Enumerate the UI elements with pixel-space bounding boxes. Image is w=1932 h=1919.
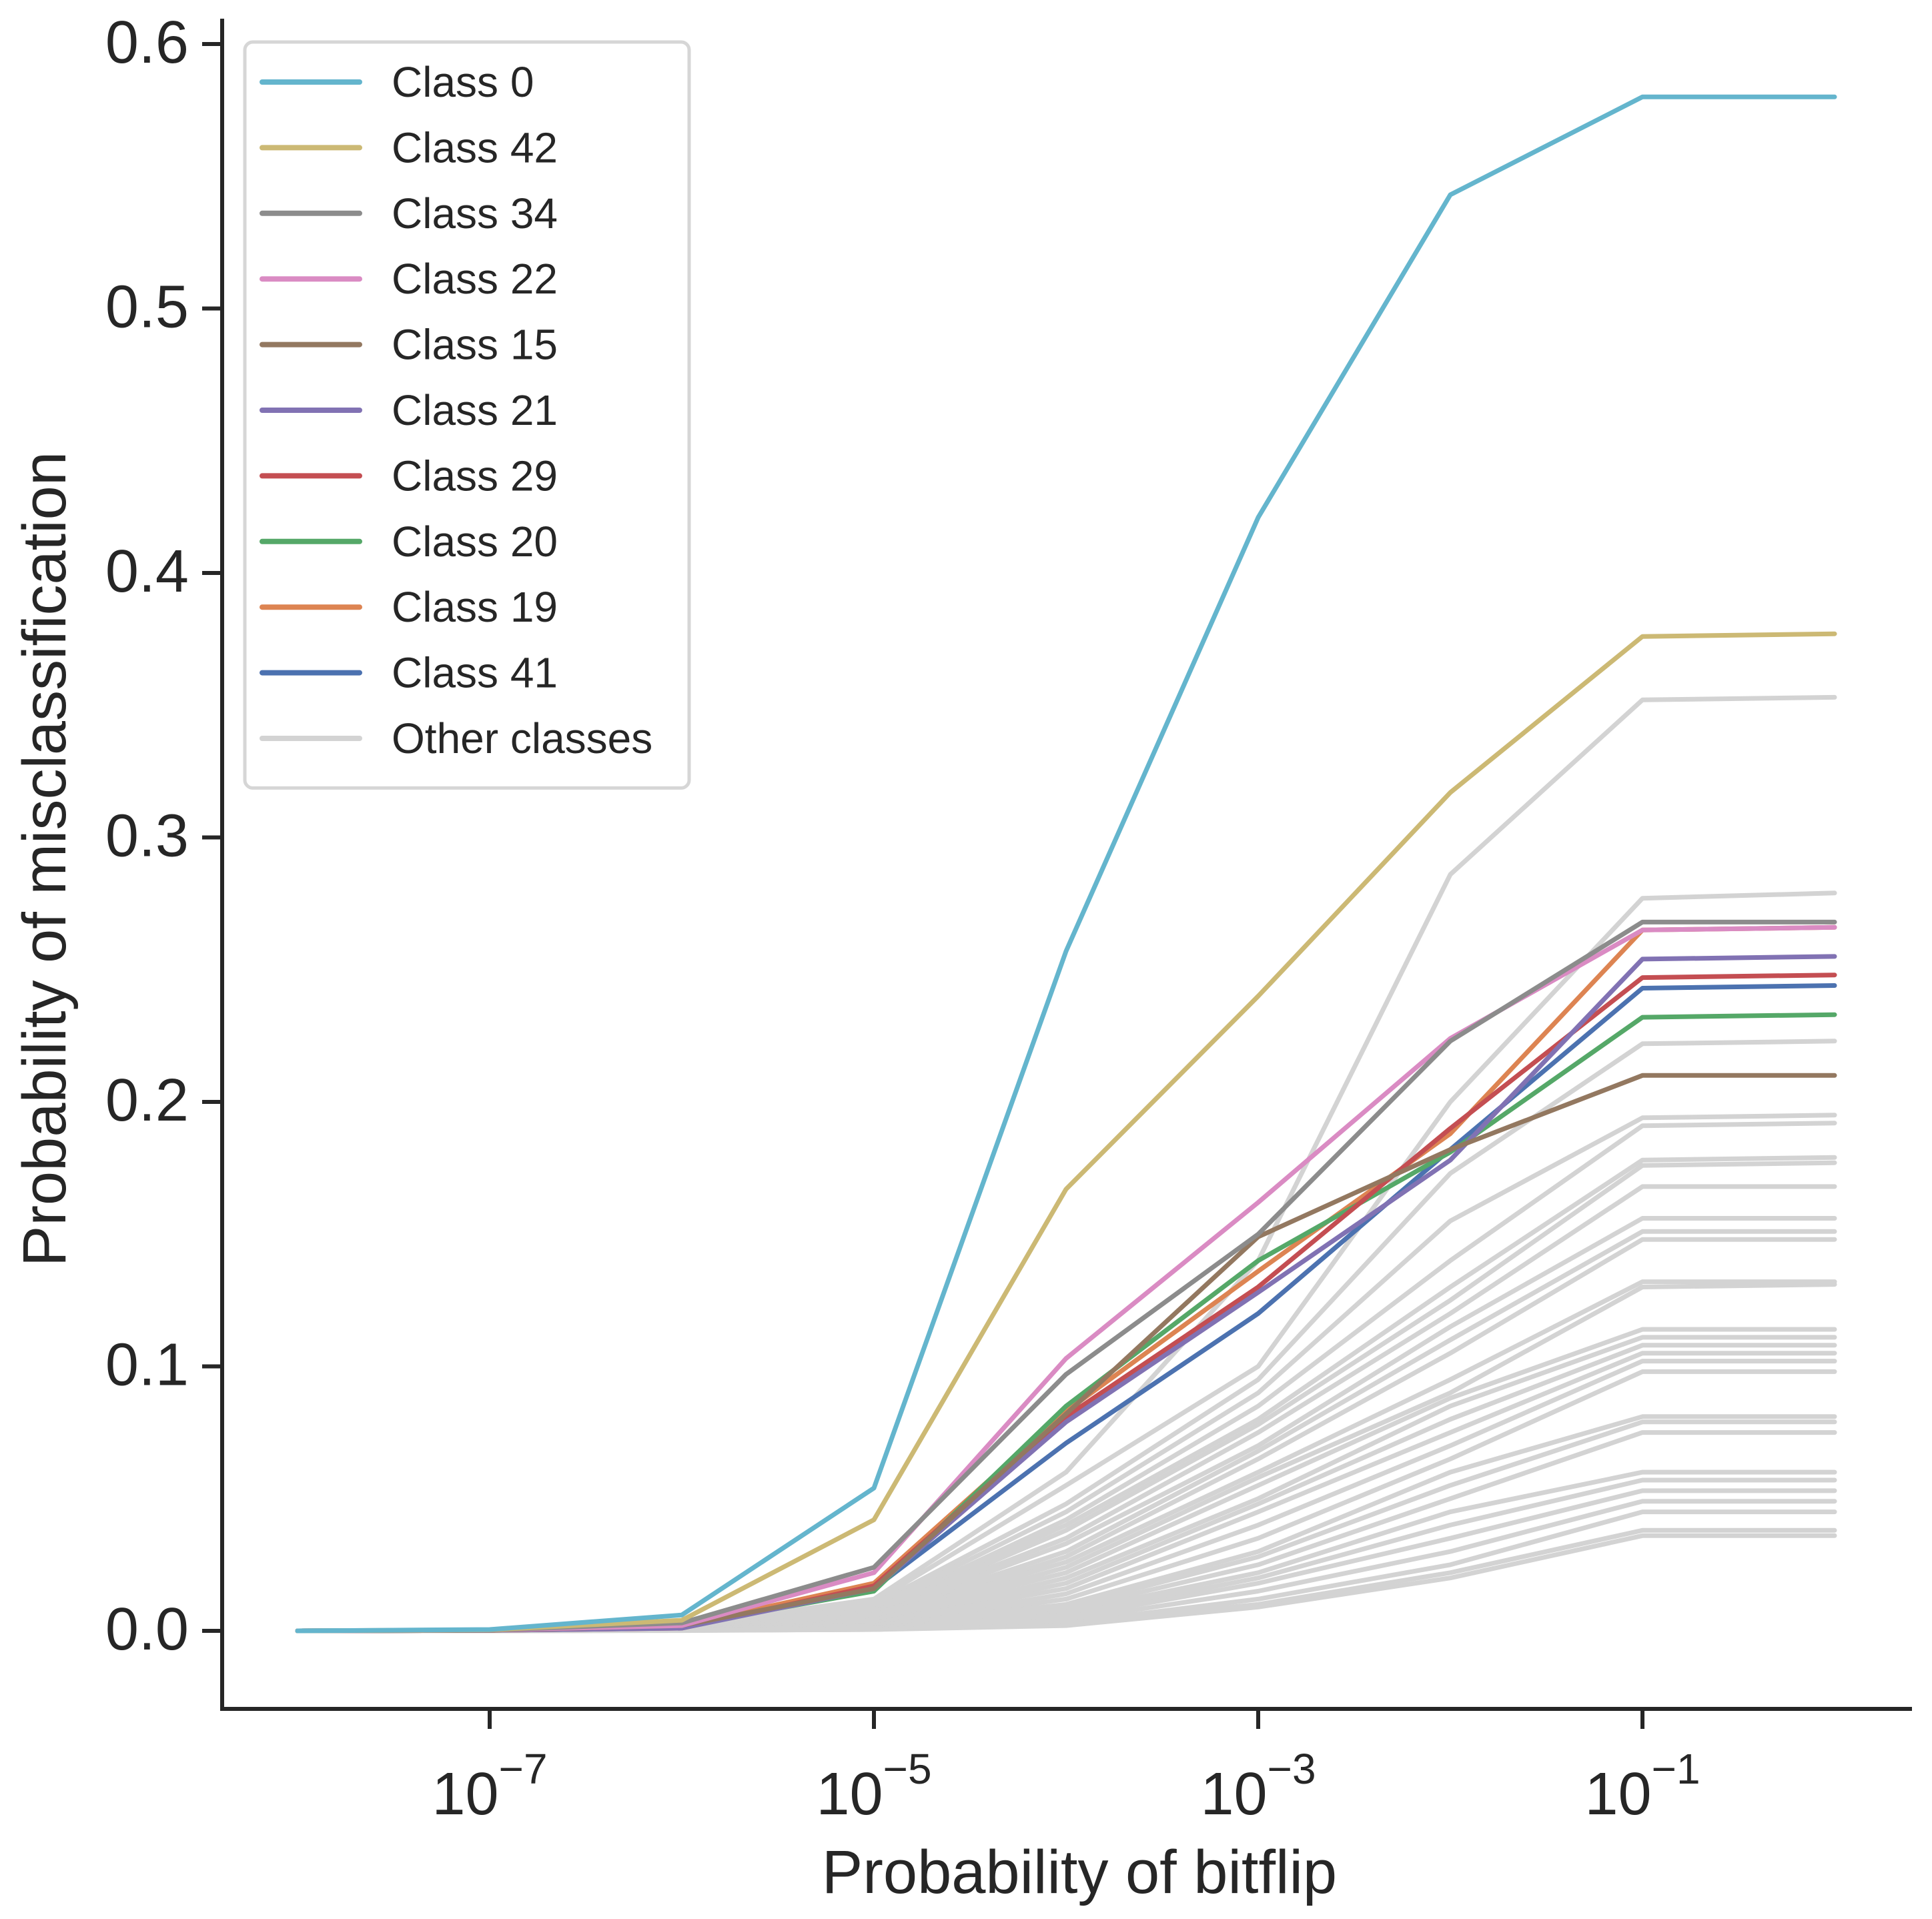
legend-label: Class 21 <box>392 386 558 434</box>
y-axis-label: Probability of misclassification <box>11 452 79 1267</box>
legend-label: Class 15 <box>392 321 558 369</box>
legend-label: Class 34 <box>392 189 558 237</box>
ticks: 0.0 0.1 0.2 0.3 0.4 0.5 0.6 10−7 10−5 10−3 10−1 <box>105 9 1701 1828</box>
legend-label: Class 42 <box>392 123 558 171</box>
other-class-line <box>295 1351 1837 1634</box>
legend-label: Other classes <box>392 714 652 762</box>
x-axis-label: Probability of bitflip <box>822 1838 1337 1906</box>
legend-label: Class 0 <box>392 58 534 106</box>
legend-label: Class 22 <box>392 255 558 303</box>
x-tick-label: 10−1 <box>1584 1745 1700 1828</box>
y-tick-label: 0.0 <box>105 1596 189 1663</box>
legend-frame <box>243 40 691 790</box>
y-tick-label: 0.5 <box>105 274 189 341</box>
x-tick-label: 10−5 <box>816 1745 931 1828</box>
class-series-lines <box>295 94 1837 1634</box>
legend: Class 0 Class 42 Class 34 Class 22 Class 15 C… <box>243 40 691 790</box>
series-line-class-0 <box>295 94 1837 1634</box>
y-tick-label: 0.3 <box>105 803 189 870</box>
legend-label: Class 20 <box>392 518 558 566</box>
x-tick-label: 10−3 <box>1200 1745 1316 1828</box>
legend-label: Class 19 <box>392 583 558 631</box>
y-tick-label: 0.6 <box>105 9 189 76</box>
y-tick-label: 0.4 <box>105 538 189 605</box>
legend-label: Class 41 <box>392 649 558 697</box>
y-tick-label: 0.1 <box>105 1332 189 1399</box>
other-classes-lines <box>295 694 1837 1634</box>
axes <box>220 19 1912 1711</box>
x-tick-label: 10−7 <box>432 1745 547 1828</box>
y-tick-label: 0.2 <box>105 1067 189 1134</box>
legend-label: Class 29 <box>392 452 558 500</box>
